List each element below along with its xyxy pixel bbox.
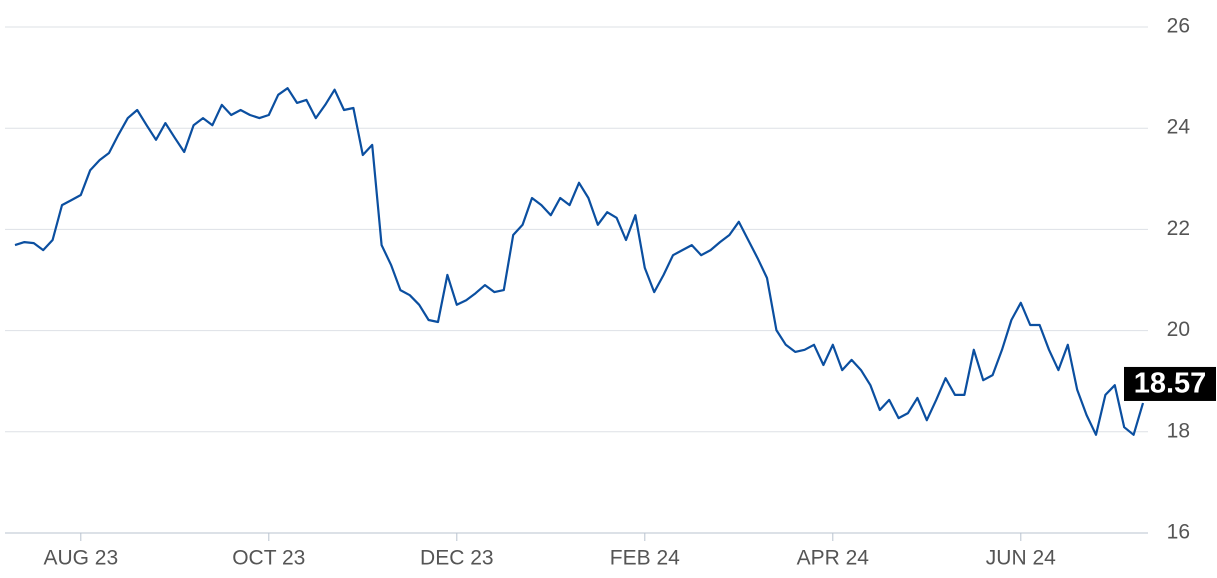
- price-line: [14, 87, 1145, 436]
- x-tick-label: OCT 23: [232, 547, 305, 570]
- y-tick-label: 22: [1167, 217, 1190, 240]
- last-value-label: 18.57: [1134, 368, 1207, 400]
- last-value-box: [1124, 366, 1216, 401]
- y-tick-label: 18: [1167, 419, 1190, 442]
- y-tick-label: 20: [1167, 318, 1190, 341]
- y-tick-label: 26: [1167, 15, 1190, 38]
- x-tick-label: FEB 24: [610, 547, 680, 570]
- x-tick-label: DEC 23: [420, 547, 494, 570]
- x-tick-label: AUG 23: [43, 547, 118, 570]
- y-tick-label: 24: [1167, 116, 1191, 139]
- x-tick-label: JUN 24: [986, 547, 1056, 570]
- x-tick-label: APR 24: [797, 547, 870, 570]
- y-tick-label: 16: [1167, 521, 1190, 544]
